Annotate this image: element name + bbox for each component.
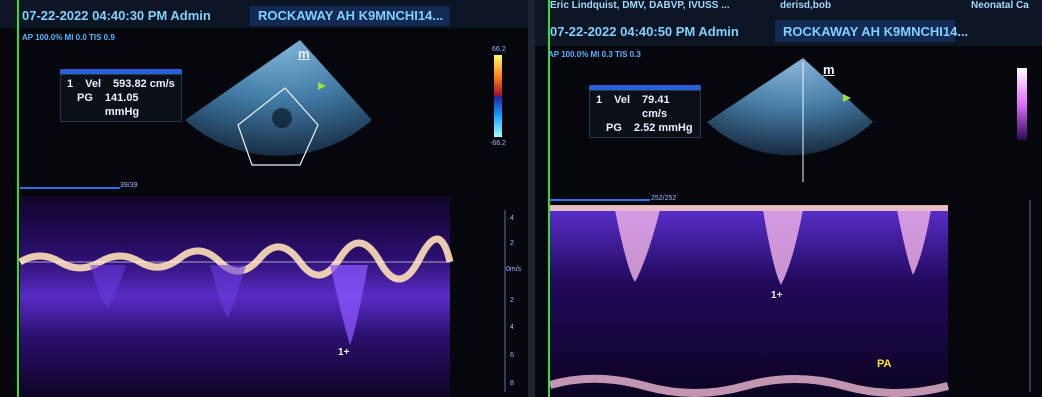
left-cursor-marker: 1+ xyxy=(338,347,350,358)
left-acoustic-params: AP 100.0% MI 0.0 TIS 0.9 xyxy=(22,33,115,42)
left-header-datetime: 07-22-2022 04:40:30 PM Admin xyxy=(22,8,211,23)
bmode-sector xyxy=(185,40,372,156)
right-probe-marker: m xyxy=(823,62,835,77)
left-vel-label: Vel xyxy=(85,78,102,90)
right-cursor-marker: 1+ xyxy=(771,290,783,301)
left-header-patient: ROCKAWAY AH K9MNCHI14... xyxy=(258,8,444,23)
left-pg-value: 141.05 mmHg xyxy=(104,92,140,118)
left-pg-label: PG xyxy=(77,92,93,104)
right-vel-label: Vel xyxy=(614,94,631,106)
right-header-extra: derisd,bob xyxy=(780,0,832,11)
left-measure-index: 1 xyxy=(67,78,74,90)
right-sweep-label: 252/252 xyxy=(651,195,677,202)
right-measure-index: 1 xyxy=(596,94,603,106)
right-header-operator: Eric Lindquist, DMV, DABVP, IVUSS ... xyxy=(550,0,730,11)
color-scale-bar xyxy=(494,55,502,137)
left-measurement-box: 1 Vel 593.82 cm/s PG 141.05 mmHg xyxy=(60,69,182,122)
left-vel-value: 593.82 cm/s xyxy=(113,78,175,90)
left-cursor-index: 1 xyxy=(338,347,344,358)
left-sweep-label: 39/39 xyxy=(120,182,138,189)
right-screen-graphics xyxy=(535,0,1042,397)
bmode-sector-right xyxy=(707,58,873,156)
right-cursor-index: 1 xyxy=(771,290,777,301)
right-pg-value: 2.52 mmHg xyxy=(633,122,693,134)
right-pg-label: PG xyxy=(606,122,622,134)
right-ultrasound-screen: Eric Lindquist, DMV, DABVP, IVUSS ... de… xyxy=(535,0,1042,397)
left-scale-bottom: -66.2 xyxy=(490,140,506,147)
right-green-marker xyxy=(548,0,550,397)
left-scale-top: 66.2 xyxy=(492,46,506,53)
left-green-marker xyxy=(17,0,19,397)
left-ultrasound-screen: 07-22-2022 04:40:30 PM Admin ROCKAWAY AH… xyxy=(0,0,528,397)
color-scale-bar-right xyxy=(1017,68,1027,140)
right-acoustic-params: AP 100.0% MI 0.3 TIS 0.3 xyxy=(548,50,641,59)
right-header-datetime: 07-22-2022 04:40:50 PM Admin xyxy=(550,24,739,39)
left-probe-marker: m xyxy=(298,46,310,61)
right-measurement-box: 1 Vel 79.41 cm/s PG 2.52 mmHg xyxy=(589,85,701,138)
right-vel-value: 79.41 cm/s xyxy=(642,94,670,120)
right-header-patient: ROCKAWAY AH K9MNCHI14... xyxy=(783,24,969,39)
spectral-doppler-trace-right xyxy=(550,206,948,397)
monitor-bezel xyxy=(528,0,535,397)
vessel-label: PA xyxy=(877,358,892,370)
left-screen-graphics xyxy=(0,0,528,397)
right-header-dept: Neonatal Ca xyxy=(971,0,1029,11)
